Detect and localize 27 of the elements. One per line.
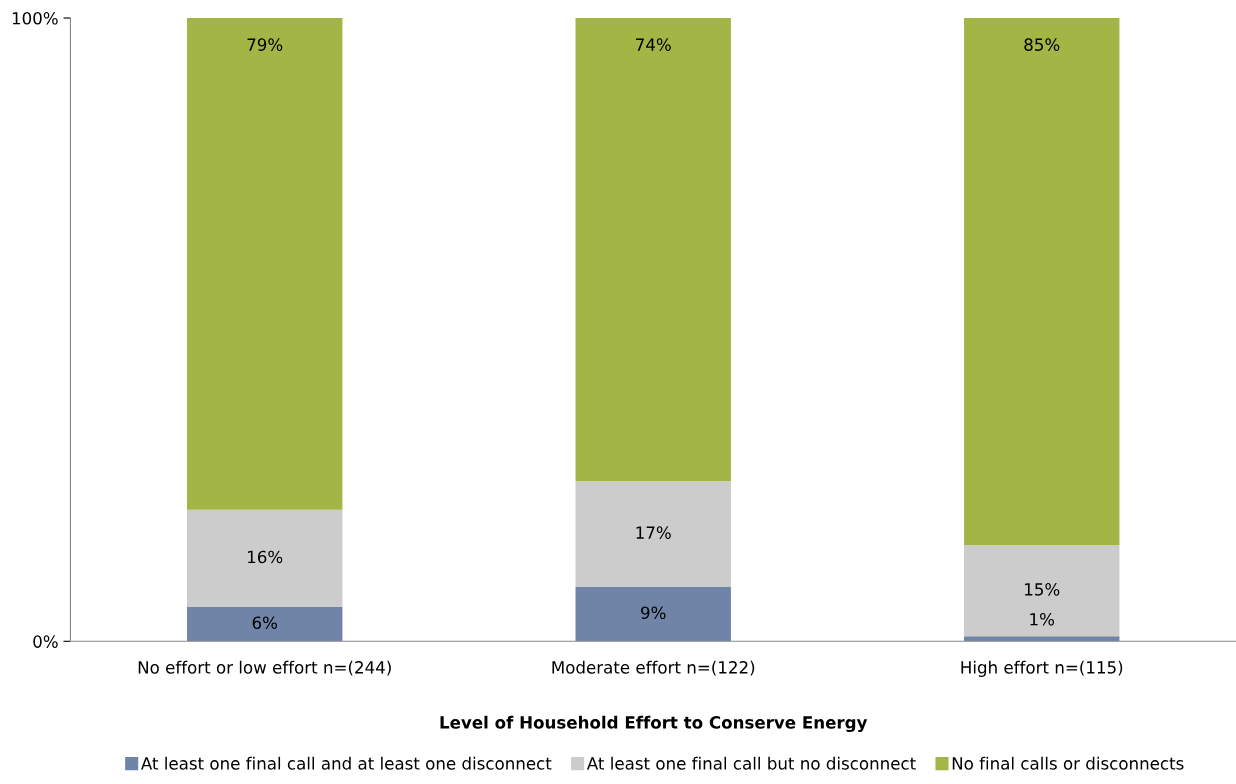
x-tick-label: Moderate effort n=(122): [552, 660, 755, 676]
data-label: 85%: [1024, 38, 1060, 51]
bar: [575, 481, 731, 588]
data-label: 15%: [1025, 583, 1060, 596]
data-label: 79%: [247, 38, 283, 51]
x-tick-label: No effort or low effort n=(244): [138, 660, 391, 676]
bar: [964, 636, 1120, 642]
bar: [575, 18, 731, 482]
legend-label: At least one final call but no disconnect: [586, 756, 916, 770]
data-label: 6%: [252, 616, 278, 630]
x-axis-title: Level of Household Effort to Conserve Energy: [440, 715, 868, 733]
bar: [187, 509, 343, 608]
data-label: 74%: [636, 38, 671, 51]
bar: [575, 587, 731, 642]
data-label: 16%: [248, 550, 283, 564]
legend-label: At least one final call and at least one disconnect: [140, 756, 552, 770]
bar: [964, 18, 1120, 546]
bar: [187, 18, 343, 510]
data-label: 9%: [641, 606, 666, 620]
y-tick-label: 0%: [33, 635, 58, 648]
legend-label: No final calls or disconnects: [952, 756, 1184, 770]
data-label: 17%: [636, 526, 671, 539]
x-tick-label: High effort n=(115): [961, 660, 1123, 677]
data-label: 1%: [1030, 612, 1055, 626]
bar: [187, 607, 343, 642]
y-tick-label: 100%: [12, 11, 58, 25]
bar: [964, 545, 1120, 637]
